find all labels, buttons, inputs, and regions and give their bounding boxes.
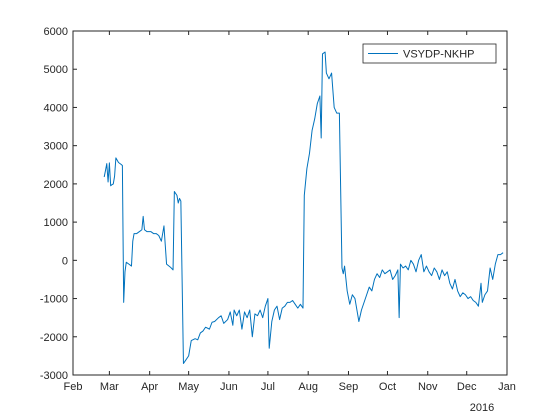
x-tick-label: Feb xyxy=(64,381,83,393)
y-axis: -3000 -2000 -1000 0 1000 2000 3000 4000 5000 6000 xyxy=(40,26,507,382)
y-tick-label: -1000 xyxy=(40,294,68,306)
x-tick-label: Mar xyxy=(100,381,119,393)
legend-label: VSYDP-NKHP xyxy=(403,49,475,61)
y-tick-label: 5000 xyxy=(44,64,68,76)
x-tick-label: Dec xyxy=(457,381,477,393)
x-axis-year-label: 2016 xyxy=(470,402,494,414)
y-tick-label: -3000 xyxy=(40,370,68,382)
x-tick-label: Oct xyxy=(379,381,396,393)
plot-area xyxy=(73,31,507,375)
y-tick-label: -2000 xyxy=(40,332,68,344)
x-tick-label: Aug xyxy=(298,381,318,393)
x-tick-label: Sep xyxy=(339,381,359,393)
x-tick-label: Jan xyxy=(498,381,516,393)
legend: VSYDP-NKHP xyxy=(362,43,497,64)
x-tick-label: Nov xyxy=(418,381,438,393)
x-tick-label: Apr xyxy=(141,381,158,393)
x-tick-label: Jun xyxy=(220,381,238,393)
axes-box xyxy=(72,30,508,376)
legend-box xyxy=(362,43,497,64)
y-tick-label: 2000 xyxy=(44,179,68,191)
y-tick-label: 4000 xyxy=(44,102,68,114)
y-tick-label: 6000 xyxy=(44,26,68,38)
x-tick-label: May xyxy=(178,381,199,393)
y-tick-label: 0 xyxy=(62,255,68,267)
y-tick-label: 1000 xyxy=(44,217,68,229)
x-tick-label: Jul xyxy=(261,381,275,393)
series-layer xyxy=(103,51,504,365)
x-axis: Feb Mar Apr May Jun Jul Aug Sep Oct Nov Dec Jan xyxy=(64,31,516,393)
y-tick-label: 3000 xyxy=(44,141,68,153)
series-line xyxy=(103,51,504,365)
